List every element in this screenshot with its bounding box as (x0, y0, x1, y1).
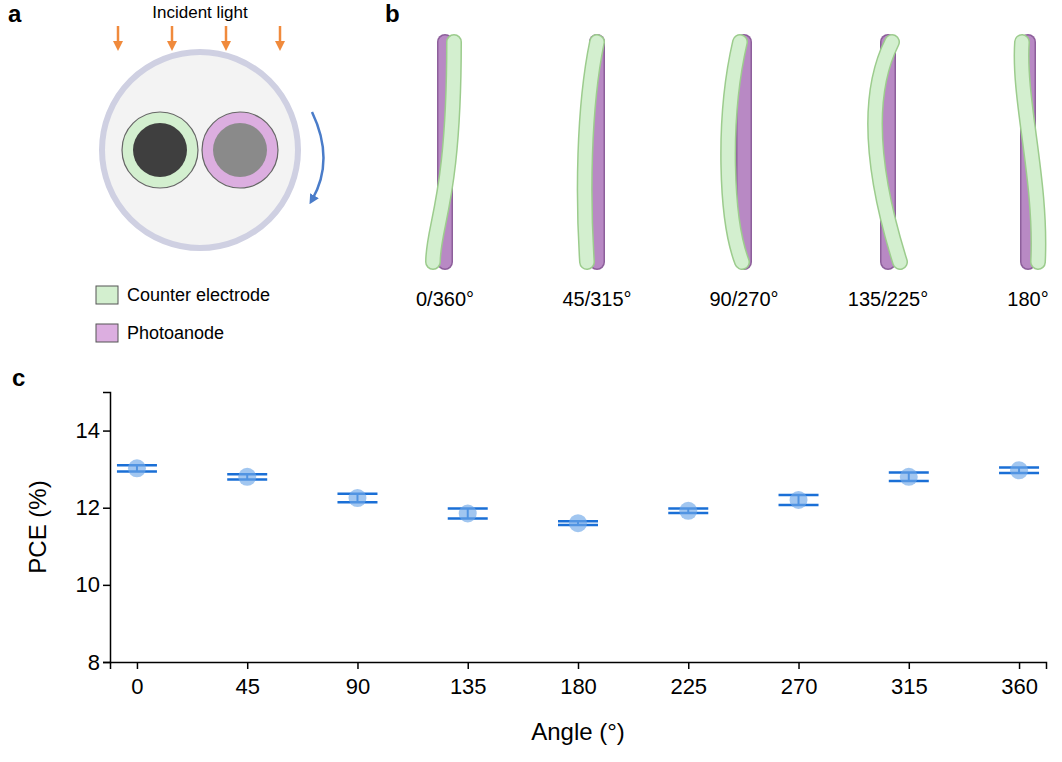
x-axis: 0 45 90 135 180 225 270 315 360 (111, 662, 1047, 699)
angle-label: 90/270° (709, 288, 778, 310)
point (900, 468, 918, 486)
y-tick-mark (103, 430, 110, 432)
y-tick-mark (103, 507, 110, 509)
y-tick-label: 10 (76, 572, 100, 597)
panel-b: 0/360° 45/315° 90/270° 135/225° 180° (416, 42, 1049, 310)
x-tick: 225 (670, 662, 707, 699)
y-tick: 14 (76, 418, 110, 443)
counter-rod (585, 42, 597, 262)
x-tick: 0 (131, 662, 143, 699)
x-tick-label: 45 (235, 674, 259, 699)
x-tick-label: 180 (560, 674, 597, 699)
counter-rod (875, 42, 900, 262)
x-tick: 315 (891, 662, 928, 699)
panel-a: Incident light Counter electrode Photoanod… (96, 3, 324, 343)
counter-rod-outline (433, 42, 454, 262)
y-tick: 12 (76, 495, 110, 520)
x-tick-mark (909, 662, 911, 669)
legend-label: Photoanode (127, 323, 224, 343)
y-axis-title: PCE (%) (24, 480, 51, 573)
y-tick: 10 (76, 572, 110, 597)
light-arrow (225, 26, 228, 46)
counter-rod (728, 42, 742, 262)
point (790, 491, 808, 509)
x-tick-mark (357, 662, 359, 669)
x-tick-mark (578, 662, 580, 669)
legend-label: Counter electrode (127, 285, 270, 305)
x-tick: 180 (560, 662, 597, 699)
fiber-sheath (102, 52, 298, 248)
point (1010, 461, 1028, 479)
x-tick-label: 315 (891, 674, 928, 699)
x-tick: 135 (450, 662, 487, 699)
y-tick-label: 14 (76, 418, 100, 443)
panel-letter: c (12, 364, 25, 391)
counter-rod-outline (585, 42, 597, 262)
photoanode (202, 112, 278, 188)
x-axis-title: Angle (°) (531, 718, 625, 745)
rotation-arrow (312, 112, 324, 200)
series (117, 459, 1039, 532)
x-tick-label: 90 (346, 674, 370, 699)
x-tick-mark (688, 662, 690, 669)
counter-rod (1022, 42, 1039, 262)
point (459, 505, 477, 523)
light-arrow (171, 26, 174, 46)
incident-light-label: Incident light (152, 3, 248, 22)
x-tick-mark (798, 662, 800, 669)
plot-marks (117, 459, 1039, 532)
counter-rod-outline (728, 42, 742, 262)
y-tick: 8 (88, 650, 110, 675)
counter-rod (433, 42, 454, 262)
angle-label: 180° (1007, 288, 1048, 310)
point (348, 489, 366, 507)
counter-rod-outline (1022, 42, 1039, 262)
x-tick: 90 (346, 662, 370, 699)
counter-rod-outline (875, 42, 900, 262)
angle-label: 135/225° (848, 288, 928, 310)
legend-swatch (96, 324, 118, 342)
y-tick-label: 8 (88, 650, 100, 675)
y-tick-mark (103, 662, 110, 664)
panel-letter: a (8, 0, 22, 27)
legend-swatch (96, 286, 118, 304)
x-tick-label: 0 (131, 674, 143, 699)
y-tick-label: 12 (76, 495, 100, 520)
light-arrow (117, 26, 120, 46)
point (679, 502, 697, 520)
point (128, 459, 146, 477)
x-tick: 360 (1001, 662, 1038, 699)
x-tick-label: 360 (1001, 674, 1038, 699)
x-tick: 270 (781, 662, 818, 699)
x-tick-label: 225 (670, 674, 707, 699)
x-tick: 45 (235, 662, 259, 699)
panel-c: 0 45 90 135 180 225 270 315 360 8 10 12 14 Angle (°) P… (24, 393, 1047, 746)
x-tick-mark (137, 662, 139, 669)
x-tick-label: 135 (450, 674, 487, 699)
light-arrow (279, 26, 282, 46)
y-tick-mark (103, 585, 110, 587)
point (569, 514, 587, 532)
x-tick-mark (247, 662, 249, 669)
point (238, 468, 256, 486)
photoanode-core (213, 123, 267, 177)
x-tick-mark (1019, 662, 1021, 669)
counter-electrode (122, 112, 198, 188)
panel-letter: b (385, 0, 400, 27)
y-axis: 8 10 12 14 (76, 393, 111, 675)
x-tick-label: 270 (781, 674, 818, 699)
figure: a b c Incident light Counter electrode Photoa… (0, 0, 1062, 762)
angle-label: 45/315° (562, 288, 631, 310)
angle-label: 0/360° (416, 288, 474, 310)
y-axis-line (103, 393, 111, 663)
x-axis-line (111, 663, 1047, 670)
x-tick-mark (467, 662, 469, 669)
counter-core (133, 123, 187, 177)
